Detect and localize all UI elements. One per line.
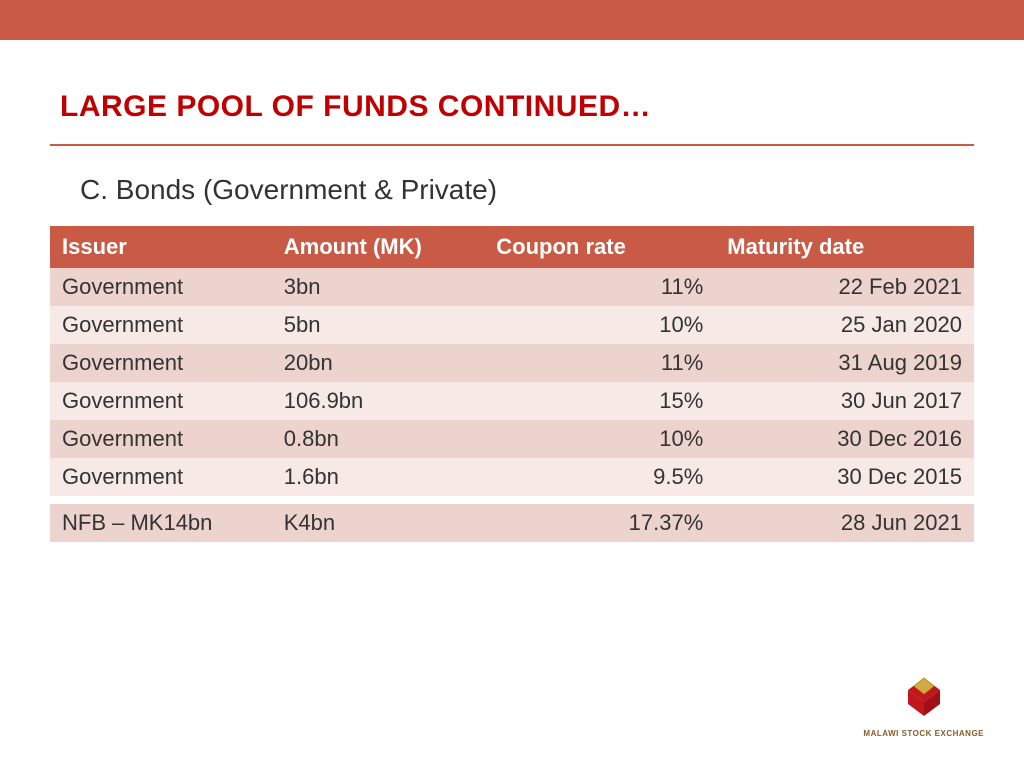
table-cell: 0.8bn <box>272 420 485 458</box>
table-row: NFB – MK14bnK4bn17.37%28 Jun 2021 <box>50 504 974 542</box>
slide-content: LARGE POOL OF FUNDS CONTINUED… C. Bonds … <box>0 40 1024 542</box>
table-cell: K4bn <box>272 504 485 542</box>
table-cell: 25 Jan 2020 <box>715 306 974 344</box>
table-row: Government3bn11%22 Feb 2021 <box>50 268 974 306</box>
col-header-maturity: Maturity date <box>715 226 974 268</box>
top-accent-bar <box>0 0 1024 40</box>
table-cell: Government <box>50 344 272 382</box>
bonds-table: Issuer Amount (MK) Coupon rate Maturity … <box>50 226 974 542</box>
table-cell: Government <box>50 420 272 458</box>
table-cell: 10% <box>484 420 715 458</box>
col-header-amount: Amount (MK) <box>272 226 485 268</box>
table-cell: 30 Dec 2015 <box>715 458 974 496</box>
table-header-row: Issuer Amount (MK) Coupon rate Maturity … <box>50 226 974 268</box>
table-row: Government106.9bn15%30 Jun 2017 <box>50 382 974 420</box>
footer-logo: MALAWI STOCK EXCHANGE <box>863 672 984 738</box>
table-row: Government1.6bn9.5%30 Dec 2015 <box>50 458 974 496</box>
logo-caption: MALAWI STOCK EXCHANGE <box>863 729 984 738</box>
table-cell: 30 Dec 2016 <box>715 420 974 458</box>
table-cell: 30 Jun 2017 <box>715 382 974 420</box>
mse-logo-icon <box>894 672 954 722</box>
table-row: Government5bn10%25 Jan 2020 <box>50 306 974 344</box>
table-cell: 3bn <box>272 268 485 306</box>
table-cell: 20bn <box>272 344 485 382</box>
table-row: Government20bn11%31 Aug 2019 <box>50 344 974 382</box>
table-row-gap <box>50 496 974 504</box>
table-cell: 11% <box>484 344 715 382</box>
table-cell: Government <box>50 382 272 420</box>
table-cell: 31 Aug 2019 <box>715 344 974 382</box>
table-cell: Government <box>50 458 272 496</box>
table-cell: NFB – MK14bn <box>50 504 272 542</box>
table-cell: 5bn <box>272 306 485 344</box>
col-header-coupon: Coupon rate <box>484 226 715 268</box>
title-rule <box>50 144 974 146</box>
slide-title: LARGE POOL OF FUNDS CONTINUED… <box>60 90 974 124</box>
table-cell: 17.37% <box>484 504 715 542</box>
table-row: Government0.8bn10%30 Dec 2016 <box>50 420 974 458</box>
table-cell: 15% <box>484 382 715 420</box>
table-cell: 106.9bn <box>272 382 485 420</box>
table-cell: 22 Feb 2021 <box>715 268 974 306</box>
table-cell: 1.6bn <box>272 458 485 496</box>
slide-subtitle: C. Bonds (Government & Private) <box>80 174 974 206</box>
table-cell: Government <box>50 268 272 306</box>
table-cell: 9.5% <box>484 458 715 496</box>
table-cell: 10% <box>484 306 715 344</box>
table-cell: Government <box>50 306 272 344</box>
table-cell: 28 Jun 2021 <box>715 504 974 542</box>
table-cell: 11% <box>484 268 715 306</box>
col-header-issuer: Issuer <box>50 226 272 268</box>
